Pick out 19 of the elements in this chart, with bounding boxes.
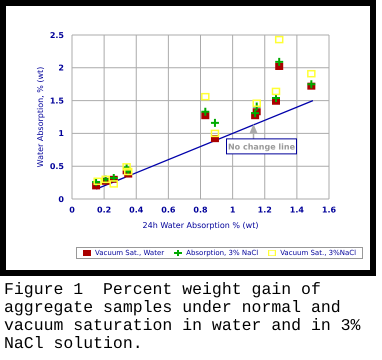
x-tick-label: 1.4 [290, 206, 304, 215]
y-tick-label: 2.5 [50, 30, 64, 40]
caption: Figure 1 Percent weight gain of aggregate samples under normal and vacuum saturation in water and in 3% NaCl solution. [4, 280, 362, 353]
x-tick-label: 0.2 [97, 206, 112, 215]
x-axis-title: 24h Water Absorption % (wt) [142, 221, 258, 230]
y-tick-label: 1.5 [50, 96, 64, 106]
x-tick-label: 1.2 [258, 206, 272, 215]
x-tick-label: 1.6 [322, 206, 337, 215]
x-tick-label: 0 [69, 206, 76, 215]
x-tick-label: 0.6 [161, 206, 176, 215]
y-axis-title: Water Absorption, % (wt) [36, 66, 45, 168]
y-tick-label: 2 [58, 64, 64, 73]
annotation: No change line [228, 142, 296, 152]
y-tick-label: 1 [58, 129, 64, 138]
x-tick-label: 0.4 [129, 206, 144, 215]
x-tick-label: 1 [230, 206, 236, 215]
y-tick-label: 0 [58, 194, 64, 204]
x-tick-label: 0.8 [193, 206, 208, 215]
y-tick-label: 0.5 [50, 162, 64, 172]
